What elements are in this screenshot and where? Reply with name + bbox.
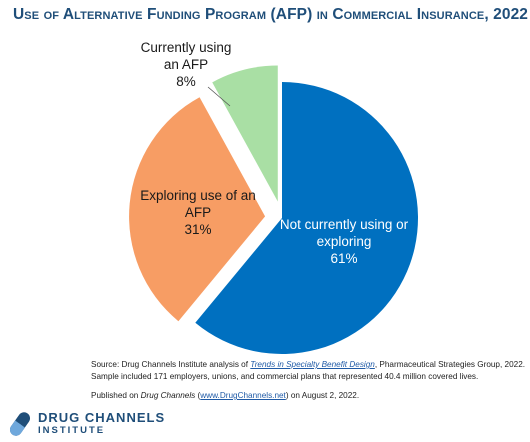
logo-text: DRUG CHANNELS INSTITUTE bbox=[38, 411, 165, 437]
source-suffix: , Pharmaceutical Strategies Group, 2022.… bbox=[91, 360, 526, 381]
slice-label: Not currently using or exploring 61% bbox=[280, 217, 409, 266]
source-link[interactable]: Trends in Specialty Benefit Design bbox=[250, 360, 375, 369]
pie-slices bbox=[129, 65, 418, 354]
published-prefix: Published on bbox=[91, 391, 141, 400]
source-note: Source: Drug Channels Institute analysis… bbox=[91, 359, 527, 383]
publication-name: Drug Channels bbox=[140, 391, 196, 400]
published-open: ( bbox=[195, 391, 201, 400]
slice-label: Currently using an AFP 8% bbox=[141, 40, 232, 89]
website-link[interactable]: www.DrugChannels.net bbox=[200, 391, 286, 400]
chart-title: Use of Alternative Funding Program (AFP)… bbox=[13, 6, 529, 23]
logo-line1: DRUG CHANNELS bbox=[38, 410, 166, 425]
pie-labels: Not currently using or exploring 61% Explor… bbox=[140, 40, 408, 266]
pie-slice bbox=[129, 97, 266, 322]
pill-logo-icon bbox=[9, 412, 31, 436]
source-prefix: Source: Drug Channels Institute analysis… bbox=[91, 360, 251, 369]
published-note: Published on Drug Channels (www.DrugChan… bbox=[91, 391, 359, 400]
pie-chart: Not currently using or exploring 61% Explor… bbox=[129, 40, 418, 354]
leader-line bbox=[207, 86, 231, 107]
pie-slice bbox=[212, 65, 278, 202]
slice-label: Exploring use of an AFP 31% bbox=[140, 188, 256, 237]
logo-line2: INSTITUTE bbox=[38, 425, 106, 436]
pie-slice bbox=[195, 82, 418, 354]
published-suffix: ) on August 2, 2022. bbox=[285, 391, 360, 400]
